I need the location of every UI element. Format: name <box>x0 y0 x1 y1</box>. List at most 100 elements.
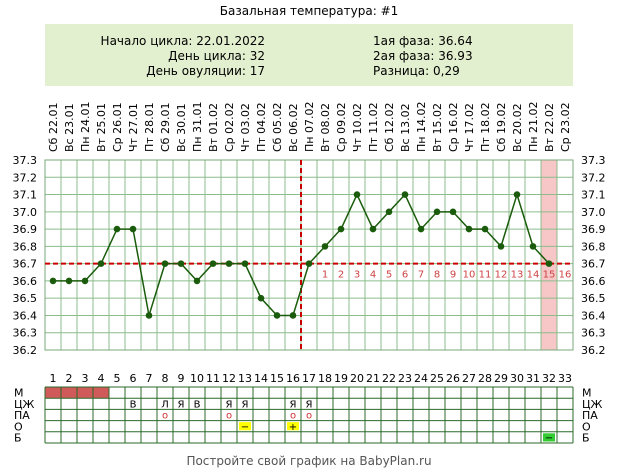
date-label: Сб 22.01 <box>47 103 60 152</box>
menstruation-cell <box>45 387 61 399</box>
table-cell-mark: Я <box>242 399 249 410</box>
table-cell-mark: − <box>545 433 553 444</box>
table-cell-mark: о <box>226 411 232 422</box>
day-number: 18 <box>318 372 332 385</box>
y-tick-label-left: 36.4 <box>13 309 38 322</box>
cycle-day-text: День цикла: 32 <box>168 49 265 63</box>
y-tick-label-left: 36.2 <box>13 344 38 357</box>
highlight-column <box>541 160 557 350</box>
day-number: 23 <box>398 372 412 385</box>
y-tick-label-left: 37.3 <box>13 154 38 167</box>
date-label: Ср 09.02 <box>335 102 348 152</box>
y-tick-label-right: 36.9 <box>581 223 606 236</box>
day-number: 3 <box>82 372 89 385</box>
temperature-point <box>65 277 73 285</box>
date-label: Пт 11.02 <box>367 102 380 152</box>
cycle-info-panel: Начало цикла: 22.01.2022 День цикла: 32 … <box>45 24 573 86</box>
temperature-point <box>385 208 393 216</box>
y-tick-label-right: 36.6 <box>581 275 606 288</box>
temperature-point <box>369 225 377 233</box>
y-tick-label-right: 36.4 <box>581 309 606 322</box>
y-tick-label-right: 36.7 <box>581 258 606 271</box>
menstruation-cell <box>93 387 109 399</box>
row-label-right: О <box>582 420 591 433</box>
temperature-point <box>113 225 121 233</box>
day-number: 6 <box>130 372 137 385</box>
temperature-point <box>209 260 217 267</box>
y-tick-label-right: 36.8 <box>581 240 606 253</box>
date-label: Вс 30.01 <box>175 103 188 152</box>
y-tick-label-left: 36.5 <box>13 292 38 305</box>
date-label: Ср 02.02 <box>223 102 236 152</box>
day-number: 9 <box>178 372 185 385</box>
chart-title: Базальная температура: #1 <box>219 4 399 18</box>
day-number: 16 <box>286 372 300 385</box>
day-number: 28 <box>478 372 492 385</box>
day-number: 20 <box>350 372 364 385</box>
phase2-day-number: 16 <box>559 270 572 281</box>
temperature-point <box>97 260 105 267</box>
phase2-day-number: 5 <box>386 270 392 281</box>
date-label: Чт 27.01 <box>127 103 140 152</box>
phase2-day-number: 14 <box>527 270 540 281</box>
table-cell-mark: Я <box>178 399 185 410</box>
day-number: 17 <box>302 372 316 385</box>
y-tick-label-left: 36.8 <box>13 240 38 253</box>
temperature-point <box>225 260 233 267</box>
day-number: 10 <box>190 372 204 385</box>
day-number: 30 <box>510 372 524 385</box>
date-label: Пт 28.01 <box>143 102 156 152</box>
temperature-point <box>193 277 201 285</box>
day-number: 11 <box>206 372 220 385</box>
row-label-right: ЦЖ <box>582 398 603 411</box>
table-cell-mark: + <box>289 422 297 433</box>
date-label: Ср 16.02 <box>447 102 460 152</box>
temperature-point <box>337 225 345 233</box>
date-label: Вт 08.02 <box>319 103 332 152</box>
table-cell-mark: о <box>290 411 296 422</box>
date-label: Сб 05.02 <box>271 103 284 152</box>
day-number: 32 <box>542 372 556 385</box>
date-label: Вс 06.02 <box>287 103 300 152</box>
cycle-start-text: Начало цикла: 22.01.2022 <box>100 34 265 48</box>
footer-link[interactable]: Постройте свой график на BabyPlan.ru <box>186 454 432 468</box>
date-label: Вс 13.02 <box>399 103 412 152</box>
date-label: Пн 31.01 <box>191 102 204 152</box>
phase2-day-number: 8 <box>434 270 440 281</box>
y-tick-label-right: 37.3 <box>581 154 606 167</box>
date-label: Пн 14.02 <box>415 102 428 152</box>
plot-border <box>44 159 574 351</box>
temperature-point <box>257 294 265 302</box>
temperature-point <box>129 225 137 233</box>
temperature-point <box>353 191 361 198</box>
phase2-day-number: 10 <box>463 270 476 281</box>
phase2-day-number: 3 <box>354 270 360 281</box>
day-number: 29 <box>494 372 508 385</box>
temperature-point <box>273 312 281 319</box>
day-number: 1 <box>50 372 57 385</box>
temperature-point <box>529 243 537 250</box>
day-number: 5 <box>114 372 121 385</box>
date-label: Чт 17.02 <box>463 103 476 152</box>
table-cell-mark: − <box>241 422 249 433</box>
menstruation-cell <box>61 387 77 399</box>
temperature-point <box>145 312 153 319</box>
day-number: 31 <box>526 372 540 385</box>
table-cell-mark: Л <box>161 399 169 410</box>
day-number: 26 <box>446 372 460 385</box>
table-cell-mark: Я <box>290 399 297 410</box>
date-label: Пн 07.02 <box>303 102 316 152</box>
temperature-point <box>545 260 553 267</box>
y-tick-label-left: 37.2 <box>13 171 38 184</box>
row-label-left: ПА <box>14 409 30 422</box>
y-tick-label-left: 37.1 <box>13 189 38 202</box>
phase2-day-number: 1 <box>322 270 328 281</box>
row-label-left: Б <box>14 432 22 445</box>
difference-text: Разница: 0,29 <box>373 64 460 78</box>
phase2-day-number: 15 <box>543 270 556 281</box>
table-cell-mark: В <box>194 399 201 410</box>
date-label: Вт 01.02 <box>207 103 220 152</box>
temperature-point <box>289 312 297 319</box>
temperature-point <box>49 277 57 285</box>
date-label: Сб 29.01 <box>159 103 172 152</box>
